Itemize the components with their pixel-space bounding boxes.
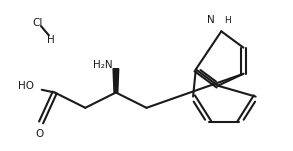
- Text: H₂N: H₂N: [93, 60, 113, 70]
- Text: H: H: [47, 35, 55, 45]
- Text: H: H: [224, 16, 231, 25]
- Text: Cl: Cl: [33, 18, 43, 28]
- Text: O: O: [35, 129, 44, 139]
- Polygon shape: [113, 69, 119, 93]
- Text: N: N: [207, 15, 215, 25]
- Text: HO: HO: [18, 81, 35, 91]
